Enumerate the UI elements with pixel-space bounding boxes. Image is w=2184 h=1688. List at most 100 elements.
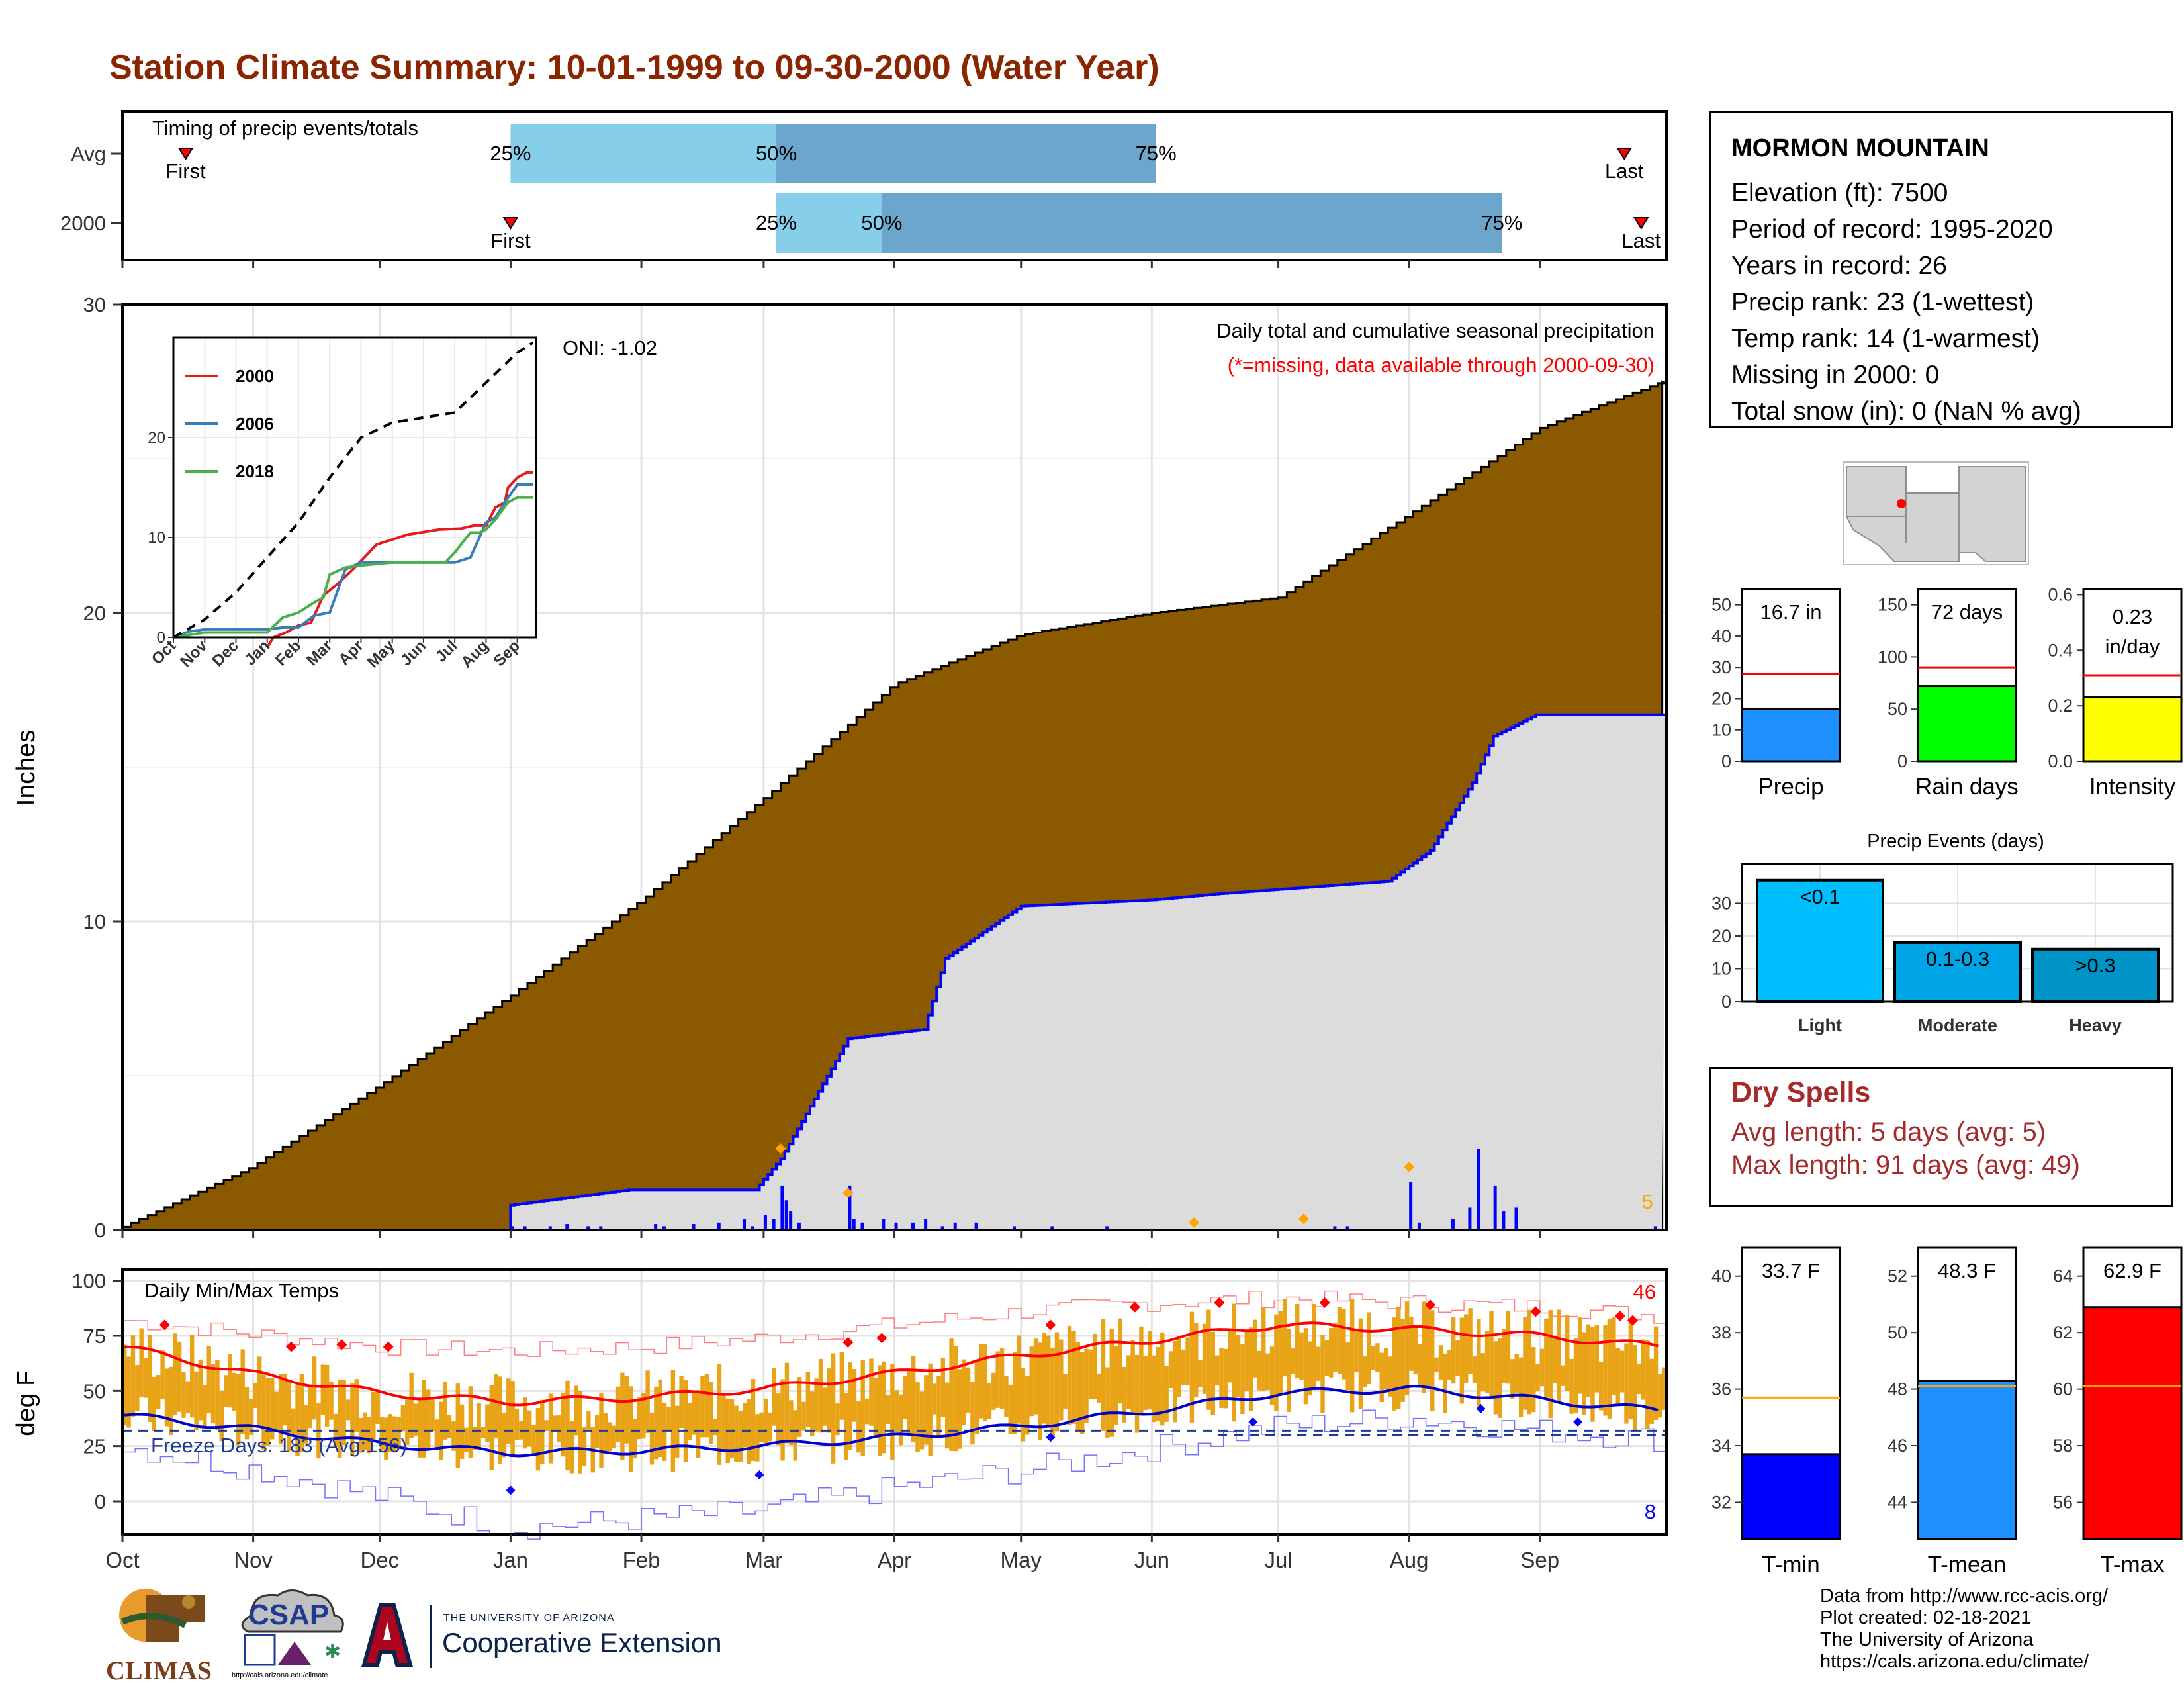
precip-y-tick-label: 0	[95, 1219, 106, 1242]
daily-temp-bar	[553, 1415, 557, 1432]
daily-temp-bar	[1248, 1327, 1253, 1411]
daily-temp-bar	[283, 1373, 287, 1426]
daily-temp-bar	[291, 1408, 296, 1434]
record-high-marker	[285, 1341, 296, 1352]
daily-temp-bar	[557, 1415, 561, 1442]
summary-y-tick-label: 36	[1711, 1380, 1731, 1399]
footer-data-source: Data from http://www.rcc-acis.org/	[1820, 1585, 2109, 1607]
daily-precip-bar	[1514, 1207, 1518, 1230]
daily-temp-bar	[1539, 1348, 1545, 1387]
daily-temp-bar	[814, 1378, 819, 1432]
summary-value-label: 48.3 F	[1938, 1259, 1996, 1282]
daily-precip-bar	[1451, 1219, 1455, 1230]
daily-temp-bar	[1206, 1309, 1211, 1410]
csap-logo: ✱ CSAP http://cals.arizona.edu/climate	[232, 1585, 351, 1685]
daily-precip-bar	[860, 1222, 864, 1230]
station-info-panel: MORMON MOUNTAIN Elevation (ft): 7500 Per…	[1709, 111, 2173, 428]
daily-temp-bar	[375, 1391, 380, 1425]
daily-temp-bar	[1468, 1308, 1473, 1374]
record-high-marker	[842, 1337, 854, 1348]
events-bar-label: 0.1-0.3	[1926, 947, 1990, 970]
daily-temp-bar	[886, 1395, 891, 1425]
summary-y-tick-label: 0.6	[2048, 585, 2073, 604]
daily-temp-bar	[1569, 1358, 1574, 1414]
daily-temp-bar	[974, 1361, 979, 1434]
summary-panel-label: T-min	[1762, 1552, 1820, 1577]
daily-temp-bar	[675, 1405, 680, 1458]
daily-temp-bar	[287, 1380, 291, 1451]
daily-temp-bar	[1590, 1327, 1595, 1422]
daily-temp-bar	[1531, 1347, 1536, 1413]
month-label: Apr	[878, 1548, 911, 1572]
station-period: Period of record: 1995-2020	[1731, 215, 2053, 244]
daily-temp-bar	[1514, 1354, 1519, 1393]
daily-temp-bar	[1451, 1317, 1456, 1384]
daily-temp-bar	[1396, 1306, 1401, 1409]
record-low-marker	[506, 1485, 516, 1495]
daily-temp-bar	[670, 1370, 676, 1472]
daily-temp-bar	[405, 1397, 410, 1445]
daily-temp-bar	[477, 1403, 481, 1448]
timing-first-label: First	[490, 229, 531, 252]
daily-temp-bar	[565, 1380, 570, 1470]
daily-temp-bar	[1329, 1327, 1334, 1378]
daily-temp-bar	[852, 1368, 857, 1422]
daily-temp-bar	[1139, 1326, 1144, 1413]
daily-temp-bar	[443, 1381, 447, 1440]
daily-precip-bar	[882, 1219, 886, 1230]
record-high-marker	[1627, 1315, 1639, 1326]
daily-temp-bar	[1413, 1327, 1418, 1374]
daily-temp-bar	[384, 1417, 388, 1460]
daily-temp-bar	[953, 1346, 958, 1452]
daily-temp-bar	[658, 1379, 662, 1458]
daily-temp-bar	[1299, 1332, 1304, 1380]
daily-temp-bar	[228, 1354, 232, 1408]
daily-temp-bar	[1029, 1346, 1034, 1417]
daily-temp-bar	[308, 1386, 312, 1429]
daily-temp-bar	[919, 1391, 925, 1450]
daily-precip-bar	[784, 1200, 788, 1230]
daily-temp-bar	[1134, 1354, 1140, 1433]
dry-spells-avg: Avg length: 5 days (avg: 5)	[1731, 1117, 2046, 1147]
daily-temp-bar	[713, 1419, 717, 1436]
daily-temp-bar	[1375, 1343, 1380, 1372]
summary-value-bar	[1917, 1380, 2017, 1540]
daily-temp-bar	[561, 1392, 566, 1457]
summary-y-tick-label: 40	[1711, 1266, 1731, 1286]
daily-temp-bar	[1447, 1350, 1451, 1380]
daily-temp-bar	[464, 1427, 469, 1452]
daily-temp-bar	[1404, 1301, 1410, 1395]
daily-temp-bar	[1633, 1345, 1637, 1430]
events-y-tick-label: 0	[1721, 992, 1731, 1011]
climas-logo: CLIMAS	[106, 1582, 222, 1685]
summary-y-tick-label: 64	[2053, 1266, 2073, 1286]
daily-precip-bar	[780, 1185, 784, 1230]
inset-legend-label: 2018	[236, 461, 274, 481]
daily-precip-bar	[510, 1226, 514, 1230]
timing-p50-label: 50%	[756, 142, 797, 165]
daily-precip-bar	[789, 1211, 793, 1230]
daily-temp-bar	[1126, 1355, 1131, 1409]
daily-temp-bar	[776, 1393, 781, 1446]
daily-temp-bar	[700, 1376, 705, 1438]
precip-chart-title: Daily total and cumulative seasonal prec…	[1216, 319, 1655, 342]
summary-panel-label: Precip	[1758, 774, 1823, 800]
daily-temp-bar	[1223, 1348, 1228, 1409]
daily-temp-bar	[1582, 1332, 1586, 1415]
daily-temp-bar	[586, 1411, 591, 1430]
timing-bar-50-75	[882, 193, 1502, 253]
daily-temp-bar	[928, 1363, 933, 1456]
inset-line-2018	[173, 496, 533, 639]
daily-temp-bar	[878, 1365, 882, 1457]
daily-temp-bar	[447, 1415, 452, 1439]
temp-y-tick-label: 75	[83, 1325, 106, 1348]
daily-precip-bar	[717, 1222, 721, 1230]
record-high-marker	[876, 1333, 887, 1344]
month-label: Feb	[623, 1548, 660, 1572]
daily-temp-bar	[1295, 1303, 1300, 1379]
dry-spells-max: Max length: 91 days (avg: 49)	[1731, 1150, 2080, 1180]
daily-temp-bar	[1619, 1350, 1625, 1393]
summary-y-tick-label: 0.4	[2048, 640, 2073, 660]
daily-temp-bar	[763, 1398, 768, 1446]
max-daily-precip-label: 5	[1642, 1190, 1653, 1213]
